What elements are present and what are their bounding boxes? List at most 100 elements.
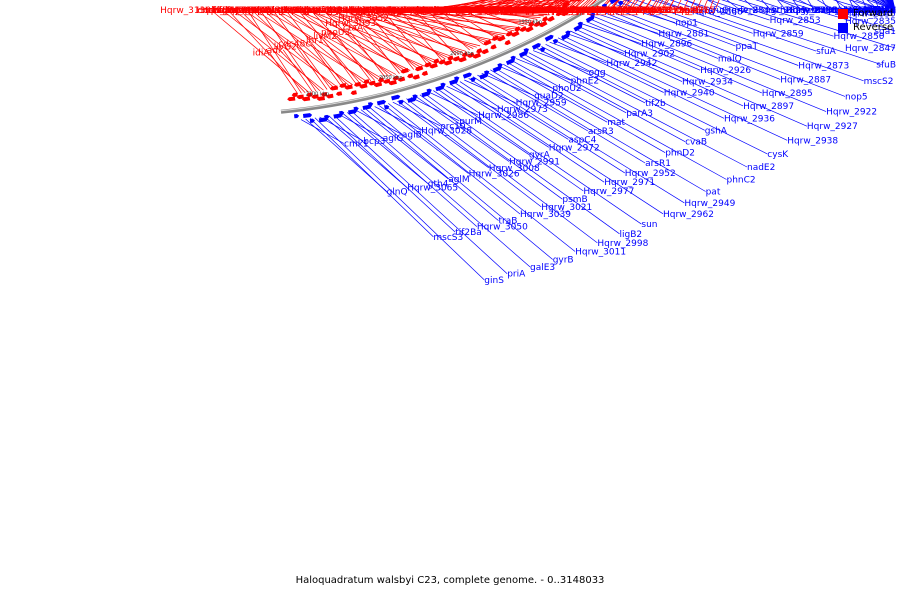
- forward-gene-label: Hqrw_2852: [522, 6, 573, 16]
- forward-leader-line: [440, 0, 485, 11]
- forward-gene-label: Hqrw_2849: [515, 6, 566, 16]
- forward-gene-label: rfcB: [317, 6, 335, 16]
- reverse-gene-label: fumC: [872, 6, 896, 16]
- forward-feature-arrow: [415, 65, 424, 72]
- forward-gene-label: rbsB: [648, 6, 668, 16]
- forward-feature-arrow: [353, 81, 362, 87]
- reverse-gene-label: Hqrw_3028: [421, 126, 472, 136]
- forward-gene-label: Hqrw_3027: [388, 6, 439, 16]
- reverse-feature-arrow: [497, 63, 503, 69]
- forward-leader-line: [307, 9, 439, 62]
- reverse-leader-line: [557, 37, 725, 119]
- forward-feature-arrow: [421, 70, 429, 76]
- forward-leader-line: [239, 9, 321, 91]
- reverse-gene-label: Hqrw_2971: [604, 178, 655, 188]
- reverse-feature-arrow: [577, 21, 583, 27]
- reverse-gene-label: rnhA2: [869, 6, 896, 16]
- forward-gene-label: yvoF: [587, 6, 608, 16]
- reverse-gene-label: arsR3: [588, 127, 614, 137]
- forward-gene-label: thiD: [413, 6, 432, 16]
- feature-arrows: [287, 0, 635, 123]
- reverse-leader-line: [524, 54, 686, 143]
- reverse-gene-label: Hqrw_2832: [845, 6, 896, 16]
- reverse-gene-label: cysK: [767, 150, 789, 160]
- reverse-gene-label: arsR1: [645, 159, 671, 169]
- forward-gene-label: Hqrw_3040: [367, 6, 418, 16]
- reverse-leader-line: [323, 116, 408, 188]
- forward-feature-arrow: [458, 56, 467, 63]
- reverse-leader-line: [528, 52, 748, 168]
- reverse-gene-label: Hqrw_2707: [845, 6, 896, 16]
- forward-feature-arrow: [301, 96, 311, 102]
- reverse-gene-label: Hqrw_2853: [770, 16, 821, 26]
- forward-gene-label: Hqrw_3018: [378, 6, 429, 16]
- reverse-gene-label: pat: [706, 188, 721, 198]
- forward-leader-line: [354, 9, 464, 54]
- reverse-gene-label: aglB: [402, 130, 422, 140]
- reverse-leader-line: [392, 101, 441, 127]
- reverse-feature-arrow: [589, 12, 596, 18]
- reverse-feature-arrow: [544, 34, 554, 42]
- forward-leader-line: [274, 9, 364, 83]
- reverse-leader-line: [623, 0, 799, 66]
- reverse-gene-label: Hqrw_2830: [845, 9, 896, 19]
- forward-feature-arrow: [392, 75, 399, 81]
- forward-leader-line: [336, 35, 372, 82]
- forward-gene-label: cdd: [516, 6, 532, 16]
- forward-feature-arrow: [461, 51, 469, 58]
- forward-gene-label: Hqrw_2806: [516, 6, 567, 16]
- forward-feature-arrow: [504, 39, 511, 46]
- forward-gene-label: Hqrw_2894: [517, 6, 568, 16]
- reverse-feature-arrow: [470, 77, 476, 83]
- reverse-gene-label: Hqrw_3039: [520, 210, 571, 220]
- forward-gene-label: dnaJ1: [441, 6, 466, 16]
- forward-gene-label: lhr1: [306, 36, 324, 46]
- reverse-leader-line: [532, 50, 589, 73]
- forward-leader-line: [210, 9, 310, 93]
- forward-leader-line: [298, 9, 393, 76]
- reverse-feature-arrow: [309, 118, 315, 123]
- reverse-gene-label: Hqrw_2922: [826, 108, 877, 118]
- reverse-leader-line: [485, 71, 589, 132]
- genome-backbone-highlight: [280, 0, 602, 112]
- reverse-gene-label: trxB3: [814, 6, 838, 16]
- reverse-gene-label: nop5: [845, 92, 868, 102]
- forward-leader-line: [475, 0, 513, 11]
- forward-gene-label: lctP: [515, 6, 532, 16]
- forward-gene-label: Hqrw_3079: [247, 6, 298, 16]
- forward-feature-arrow: [321, 92, 328, 97]
- forward-gene-label: Hqrw_2836: [573, 6, 624, 16]
- reverse-gene-label: Hqrw_2838: [786, 6, 837, 16]
- forward-gene-label: Hqrw_3086: [308, 6, 359, 16]
- forward-gene-label: Hqrw_3062: [257, 6, 308, 16]
- forward-gene-label: Hqrw_3034: [345, 6, 396, 16]
- forward-gene-label: Hqrw_3118: [213, 6, 264, 16]
- forward-leader-line: [254, 9, 368, 82]
- forward-leader-line: [377, 9, 535, 22]
- reverse-leader-line: [477, 74, 685, 204]
- forward-feature-arrow: [547, 15, 555, 22]
- reverse-feature-arrow: [552, 39, 559, 44]
- forward-leader-line: [227, 9, 306, 94]
- forward-gene-label: livG2: [274, 43, 297, 53]
- reverse-gene-label: orc10: [440, 122, 466, 132]
- reverse-gene-label: Hqrw_2881: [658, 29, 709, 39]
- reverse-gene-label: Hqrw_2815: [845, 6, 896, 16]
- legend-reverse-swatch: [838, 22, 848, 33]
- reverse-leader-line: [369, 107, 553, 260]
- forward-leader-line: [357, 9, 508, 35]
- reverse-leader-line: [683, 0, 882, 66]
- reverse-gene-label: Hqrw_2938: [787, 136, 838, 146]
- reverse-leader-line: [657, 0, 753, 34]
- reverse-feature-arrow: [293, 113, 300, 119]
- reverse-gene-label: arsA3: [870, 6, 896, 16]
- forward-gene-label: Hqrw_2712: [571, 6, 622, 16]
- forward-leader-line: [541, 0, 564, 11]
- reverse-gene-label: Hqrw_2829: [756, 6, 807, 16]
- forward-gene-label: Hqrw_2858: [586, 6, 637, 16]
- forward-leader-line: [484, 0, 516, 11]
- reverse-gene-label: bcp3: [363, 137, 385, 147]
- reverse-gene-label: tfeA: [849, 6, 868, 16]
- forward-feature-arrow: [476, 48, 483, 54]
